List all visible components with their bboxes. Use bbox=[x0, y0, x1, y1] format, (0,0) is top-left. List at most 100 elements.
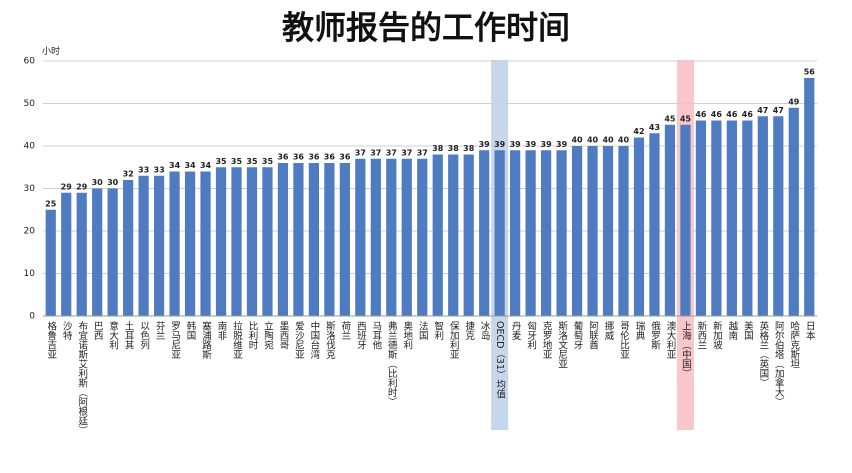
value-label: 29 bbox=[76, 182, 88, 191]
x-tick-label: 美国 bbox=[742, 320, 754, 341]
bar bbox=[773, 116, 784, 316]
y-tick-label: 0 bbox=[29, 312, 35, 322]
bar bbox=[571, 146, 583, 316]
bar bbox=[510, 150, 521, 316]
x-tick-label: 南非 bbox=[216, 320, 228, 341]
x-tick-label: 韩国 bbox=[185, 320, 197, 341]
value-label: 30 bbox=[92, 178, 104, 187]
value-label: 32 bbox=[123, 170, 134, 179]
x-tick-label: 布宜诺斯艾利斯（阿根廷） bbox=[76, 320, 88, 435]
x-tick-label: 瑞典 bbox=[633, 320, 645, 341]
bar bbox=[417, 158, 428, 316]
x-tick-label: 冰岛 bbox=[479, 320, 491, 341]
x-tick-label: 新加坡 bbox=[711, 320, 723, 350]
bar bbox=[494, 150, 505, 316]
x-tick-label: 斯洛伐克 bbox=[324, 320, 336, 360]
bar bbox=[293, 163, 304, 316]
value-label: 36 bbox=[293, 153, 305, 162]
x-tick-label: 以色列 bbox=[138, 321, 150, 350]
x-tick-label: 墨西哥 bbox=[277, 321, 289, 350]
value-label: 33 bbox=[138, 165, 149, 174]
bar bbox=[633, 137, 645, 316]
x-tick-label: 哈萨克斯坦 bbox=[788, 320, 800, 368]
value-label: 40 bbox=[618, 136, 630, 145]
x-tick-label: OECD（31）均值 bbox=[494, 321, 506, 399]
x-tick-label: 阿联酋 bbox=[587, 321, 599, 350]
bar bbox=[726, 120, 737, 316]
bar bbox=[664, 124, 676, 316]
value-label: 33 bbox=[154, 165, 165, 174]
bar bbox=[618, 146, 629, 316]
x-tick-label: 格鲁吉亚 bbox=[45, 320, 57, 359]
bar bbox=[680, 124, 691, 316]
value-label: 36 bbox=[324, 153, 336, 162]
x-tick-label: 巴西 bbox=[92, 321, 104, 341]
x-tick-label: 塞浦路斯 bbox=[200, 320, 212, 360]
bar bbox=[525, 150, 536, 316]
y-tick-label: 30 bbox=[24, 184, 36, 194]
x-tick-label: 上海（中国） bbox=[680, 321, 692, 378]
value-label: 39 bbox=[525, 140, 537, 149]
value-label: 37 bbox=[370, 148, 381, 157]
x-tick-label: 立陶宛 bbox=[262, 320, 274, 350]
bar bbox=[742, 120, 753, 316]
bar bbox=[153, 175, 165, 316]
bar bbox=[788, 107, 799, 316]
bar bbox=[370, 158, 381, 316]
x-tick-label: 挪威 bbox=[603, 320, 615, 341]
value-label: 38 bbox=[432, 144, 444, 153]
chart-title: 教师报告的工作时间 bbox=[282, 9, 570, 47]
value-label: 29 bbox=[61, 182, 73, 191]
x-tick-label: 保加利亚 bbox=[448, 320, 460, 359]
bar bbox=[76, 192, 87, 316]
value-label: 43 bbox=[649, 123, 660, 132]
bar bbox=[757, 116, 768, 316]
x-tick-label: 智利 bbox=[432, 320, 444, 340]
x-tick-label: 奥地利 bbox=[401, 320, 413, 349]
x-tick-label: 阿尔伯塔（加拿大） bbox=[773, 321, 785, 407]
bar bbox=[308, 163, 320, 316]
value-label: 36 bbox=[308, 153, 320, 162]
bar bbox=[804, 78, 815, 316]
value-label: 39 bbox=[494, 140, 506, 149]
bar bbox=[401, 158, 412, 316]
value-label: 49 bbox=[788, 97, 800, 106]
value-label: 30 bbox=[107, 178, 119, 187]
x-tick-label: 弗兰德斯（比利时） bbox=[386, 320, 398, 406]
value-label: 39 bbox=[479, 140, 491, 149]
value-label: 39 bbox=[510, 140, 522, 149]
bar bbox=[463, 154, 474, 316]
bar bbox=[355, 158, 366, 316]
value-label: 40 bbox=[587, 136, 599, 145]
x-tick-label: 俄罗斯 bbox=[649, 320, 661, 350]
bar bbox=[556, 150, 567, 316]
bar bbox=[649, 133, 660, 316]
value-label: 25 bbox=[45, 199, 57, 208]
x-tick-label: 葡萄牙 bbox=[572, 320, 584, 350]
bar bbox=[200, 171, 211, 316]
value-label: 37 bbox=[417, 148, 428, 157]
value-label: 38 bbox=[463, 144, 475, 153]
bar bbox=[138, 175, 149, 316]
x-tick-label: 马耳他 bbox=[370, 321, 382, 350]
x-tick-label: 克罗地亚 bbox=[541, 321, 553, 359]
value-label: 40 bbox=[571, 136, 583, 145]
bar bbox=[432, 154, 443, 316]
bar bbox=[45, 209, 56, 316]
x-tick-label: 匈牙利 bbox=[525, 320, 537, 349]
x-tick-label: 越南 bbox=[726, 320, 738, 340]
bar bbox=[107, 188, 118, 316]
value-label: 37 bbox=[386, 148, 397, 157]
bar bbox=[169, 171, 180, 316]
x-tick-label: 哥伦比亚 bbox=[618, 321, 630, 359]
value-label: 40 bbox=[602, 136, 614, 145]
value-label: 45 bbox=[664, 114, 676, 123]
bar bbox=[540, 150, 552, 316]
value-label: 56 bbox=[804, 68, 816, 77]
bar bbox=[448, 154, 459, 316]
value-label: 34 bbox=[184, 161, 196, 170]
bar bbox=[61, 192, 72, 316]
x-tick-label: 日本 bbox=[804, 321, 816, 341]
value-label: 35 bbox=[231, 157, 243, 166]
